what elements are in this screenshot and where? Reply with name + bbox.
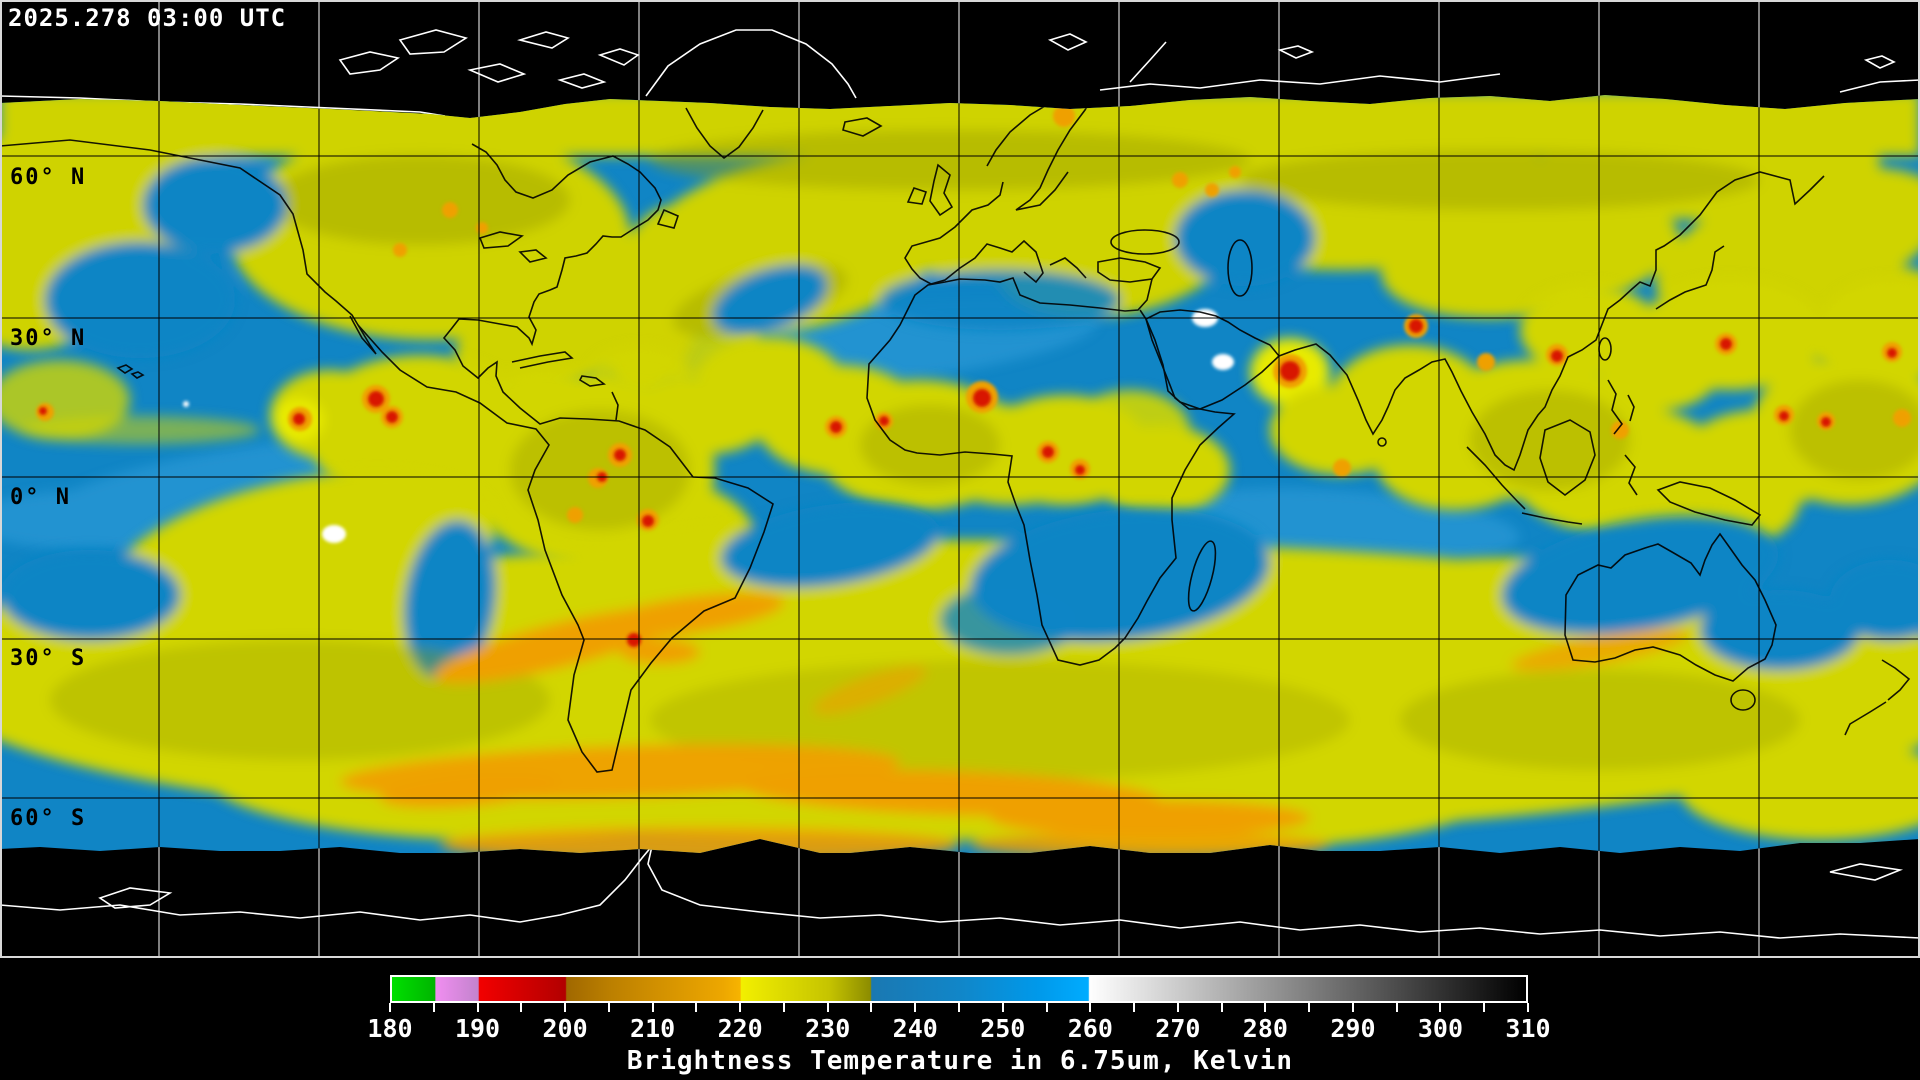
colorbar-tick — [1089, 1003, 1092, 1012]
north-cold-cloud-spots — [393, 105, 1241, 257]
colorbar-tick — [739, 1003, 742, 1012]
colorbar-tick — [389, 1003, 391, 1012]
colorbar-tick-label: 310 — [1505, 1014, 1551, 1043]
colorbar-tick — [782, 1003, 785, 1012]
colorbar-tick — [1439, 1003, 1442, 1012]
colorbar-tick-labels: 180 190 200 210 220 230 240 250 260 270 280 290 300 3… — [367, 1014, 1550, 1044]
tropical-convection — [0, 280, 1920, 600]
colorbar-tick-label: 190 — [454, 1014, 501, 1043]
colorbar-tick — [1176, 1003, 1179, 1012]
lat-label-60n: 60° N — [10, 165, 86, 190]
colorbar-title: Brightness Temperature in 6.75um, Kelvin — [626, 1046, 1294, 1076]
colorbar-tick — [432, 1003, 435, 1012]
colorbar-tick — [564, 1003, 567, 1012]
lat-label-30s: 30° S — [10, 646, 86, 671]
northern-moisture-band — [0, 95, 1920, 394]
lat-label-0n: 0° N — [10, 485, 71, 510]
colorbar-tick — [1527, 1003, 1529, 1012]
southern-storm-track — [0, 471, 1920, 853]
colorbar-ticks — [389, 1003, 1529, 1012]
colorbar-tick — [958, 1003, 960, 1012]
graticule-over-data — [0, 95, 1920, 853]
colorbar-tick — [1351, 1003, 1354, 1012]
colorbar-tick — [1001, 1003, 1004, 1012]
colorbar-tick-label: 290 — [1330, 1014, 1376, 1043]
coastlines-over-data — [0, 95, 1911, 773]
colorbar-tick — [520, 1003, 523, 1012]
map-border — [0, 0, 1920, 958]
lat-label-30n: 30° N — [10, 326, 86, 351]
colorbar-tick — [1133, 1003, 1136, 1012]
colorbar-tick — [651, 1003, 654, 1012]
colorbar-tick-label: 210 — [630, 1014, 676, 1043]
colorbar-tick — [1264, 1003, 1267, 1012]
colorbar: 180 190 200 210 220 230 240 250 260 270 280 290 300 3… — [0, 958, 1920, 1080]
lat-label-60s: 60° S — [10, 806, 86, 831]
colorbar-tick — [1395, 1003, 1398, 1012]
colorbar-gradient — [390, 975, 1528, 1003]
colorbar-tick — [1220, 1003, 1223, 1012]
colorbar-tick-label: 230 — [805, 1014, 851, 1043]
timestamp: 2025.278 03:00 UTC — [8, 4, 286, 32]
polar-coastlines — [0, 29, 1920, 939]
colorbar-tick — [826, 1003, 829, 1012]
colorbar-tick-label: 180 — [367, 1014, 413, 1043]
colorbar-tick-label: 240 — [892, 1014, 938, 1043]
southern-cold-spots — [627, 633, 641, 647]
satellite-map: 2025.278 03:00 UTC 60° N 30° N 0° N 30° … — [0, 0, 1920, 958]
colorbar-tick-label: 220 — [717, 1014, 763, 1043]
colorbar-tick — [1483, 1003, 1486, 1012]
colorbar-tick-label: 300 — [1417, 1014, 1464, 1043]
data-band-imagery — [0, 95, 1920, 853]
water-vapor-composite-image: 2025.278 03:00 UTC 60° N 30° N 0° N 30° … — [0, 0, 1920, 958]
coldest-cloud-cores — [39, 319, 1897, 527]
colorbar-tick — [914, 1003, 917, 1012]
colorbar-tick-label: 280 — [1242, 1014, 1288, 1043]
colorbar-tick — [1308, 1003, 1311, 1012]
colorbar-tick-label: 270 — [1155, 1014, 1201, 1043]
colorbar-tick-label: 200 — [542, 1014, 588, 1043]
colorbar-tick — [1045, 1003, 1048, 1012]
colorbar-tick — [695, 1003, 698, 1012]
colorbar-tick — [870, 1003, 873, 1012]
colorbar-tick — [607, 1003, 610, 1012]
colorbar-tick-label: 250 — [980, 1014, 1026, 1043]
colorbar-tick — [476, 1003, 479, 1012]
colorbar-tick-label: 260 — [1067, 1014, 1113, 1043]
